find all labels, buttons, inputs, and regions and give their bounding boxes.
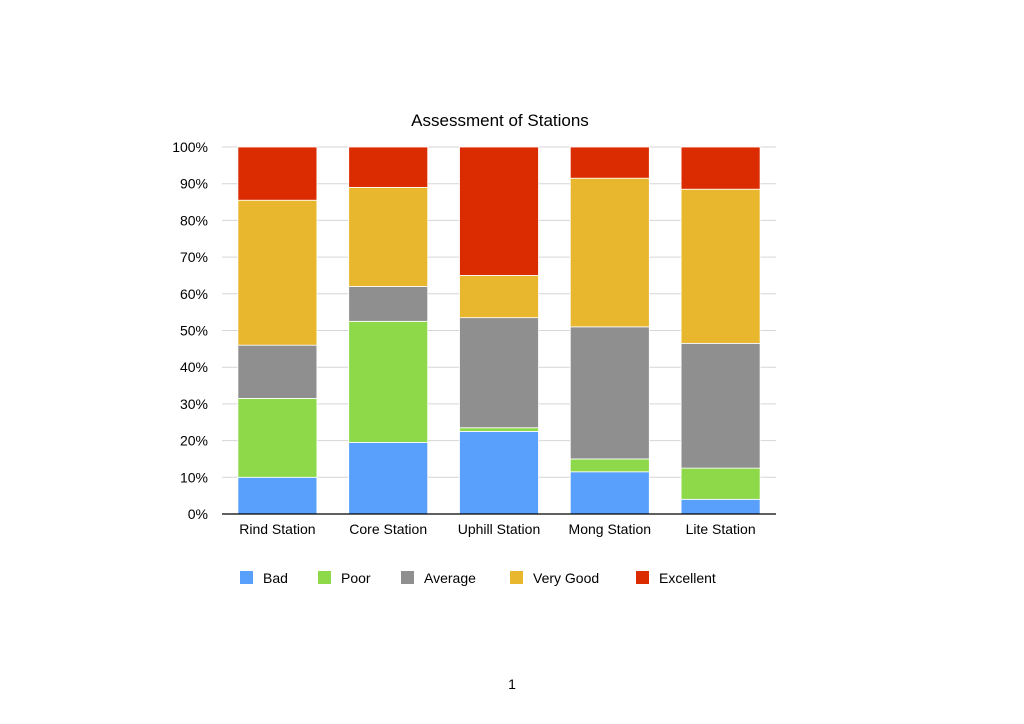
legend-label: Excellent <box>659 570 716 586</box>
legend-item: Average <box>401 570 476 586</box>
bar-segment <box>237 397 318 478</box>
bar-segment <box>237 146 318 201</box>
y-axis-tick-labels: 0% 10% 20% 30% 40% 50% 60% 70% 80% 90% 100% <box>172 139 208 522</box>
bar-segment <box>348 286 429 322</box>
bar-segment <box>348 442 429 515</box>
bar-segment <box>237 344 318 399</box>
legend-swatch <box>401 571 414 584</box>
legend-label: Average <box>424 570 476 586</box>
legend-label: Very Good <box>533 570 599 586</box>
x-tick-label: Mong Station <box>569 521 652 537</box>
bar-segment <box>569 146 650 179</box>
y-tick-label: 30% <box>180 396 208 412</box>
legend-item: Bad <box>240 570 288 586</box>
bar-segment <box>569 458 650 473</box>
legend: Bad Poor Average Very Good Excellent <box>240 570 716 586</box>
y-tick-label: 60% <box>180 286 208 302</box>
x-tick-label: Uphill Station <box>458 521 541 537</box>
x-tick-label: Rind Station <box>239 521 315 537</box>
bar-stack <box>348 146 429 515</box>
bar-segment <box>680 498 761 515</box>
bar-segment <box>569 471 650 515</box>
y-tick-label: 70% <box>180 249 208 265</box>
y-tick-label: 50% <box>180 323 208 339</box>
y-tick-label: 100% <box>172 139 208 155</box>
bar-segment <box>680 188 761 344</box>
chart-title: Assessment of Stations <box>411 111 589 130</box>
legend-swatch <box>240 571 253 584</box>
legend-item: Very Good <box>510 570 599 586</box>
legend-swatch <box>318 571 331 584</box>
bar-stack <box>459 146 539 515</box>
y-tick-label: 10% <box>180 469 208 485</box>
bar-segment <box>459 146 539 276</box>
bar-segment <box>237 476 318 515</box>
bars <box>237 146 761 515</box>
bar-segment <box>680 342 761 469</box>
y-tick-label: 40% <box>180 359 208 375</box>
y-tick-label: 80% <box>180 212 208 228</box>
bar-segment <box>459 431 539 515</box>
legend-item: Poor <box>318 570 371 586</box>
legend-swatch <box>510 571 523 584</box>
x-tick-label: Core Station <box>349 521 427 537</box>
bar-segment <box>569 177 650 328</box>
bar-segment <box>348 186 429 287</box>
x-axis-tick-labels: Rind Station Core Station Uphill Station Mo… <box>239 521 755 537</box>
legend-label: Poor <box>341 570 371 586</box>
page-number: 1 <box>508 676 516 692</box>
legend-swatch <box>636 571 649 584</box>
legend-label: Bad <box>263 570 288 586</box>
y-tick-label: 0% <box>188 506 208 522</box>
legend-item: Excellent <box>636 570 716 586</box>
bar-segment <box>237 199 318 346</box>
y-tick-label: 20% <box>180 433 208 449</box>
x-tick-label: Lite Station <box>686 521 756 537</box>
bar-segment <box>348 320 429 443</box>
bar-segment <box>680 146 761 190</box>
bar-stack <box>680 146 761 515</box>
bar-segment <box>348 146 429 188</box>
y-tick-label: 90% <box>180 176 208 192</box>
bar-segment <box>680 467 761 500</box>
bar-segment <box>569 326 650 460</box>
bar-stack <box>569 146 650 515</box>
bar-segment <box>459 275 539 319</box>
bar-stack <box>237 146 318 515</box>
bar-segment <box>459 317 539 429</box>
bar-segment <box>459 427 539 432</box>
